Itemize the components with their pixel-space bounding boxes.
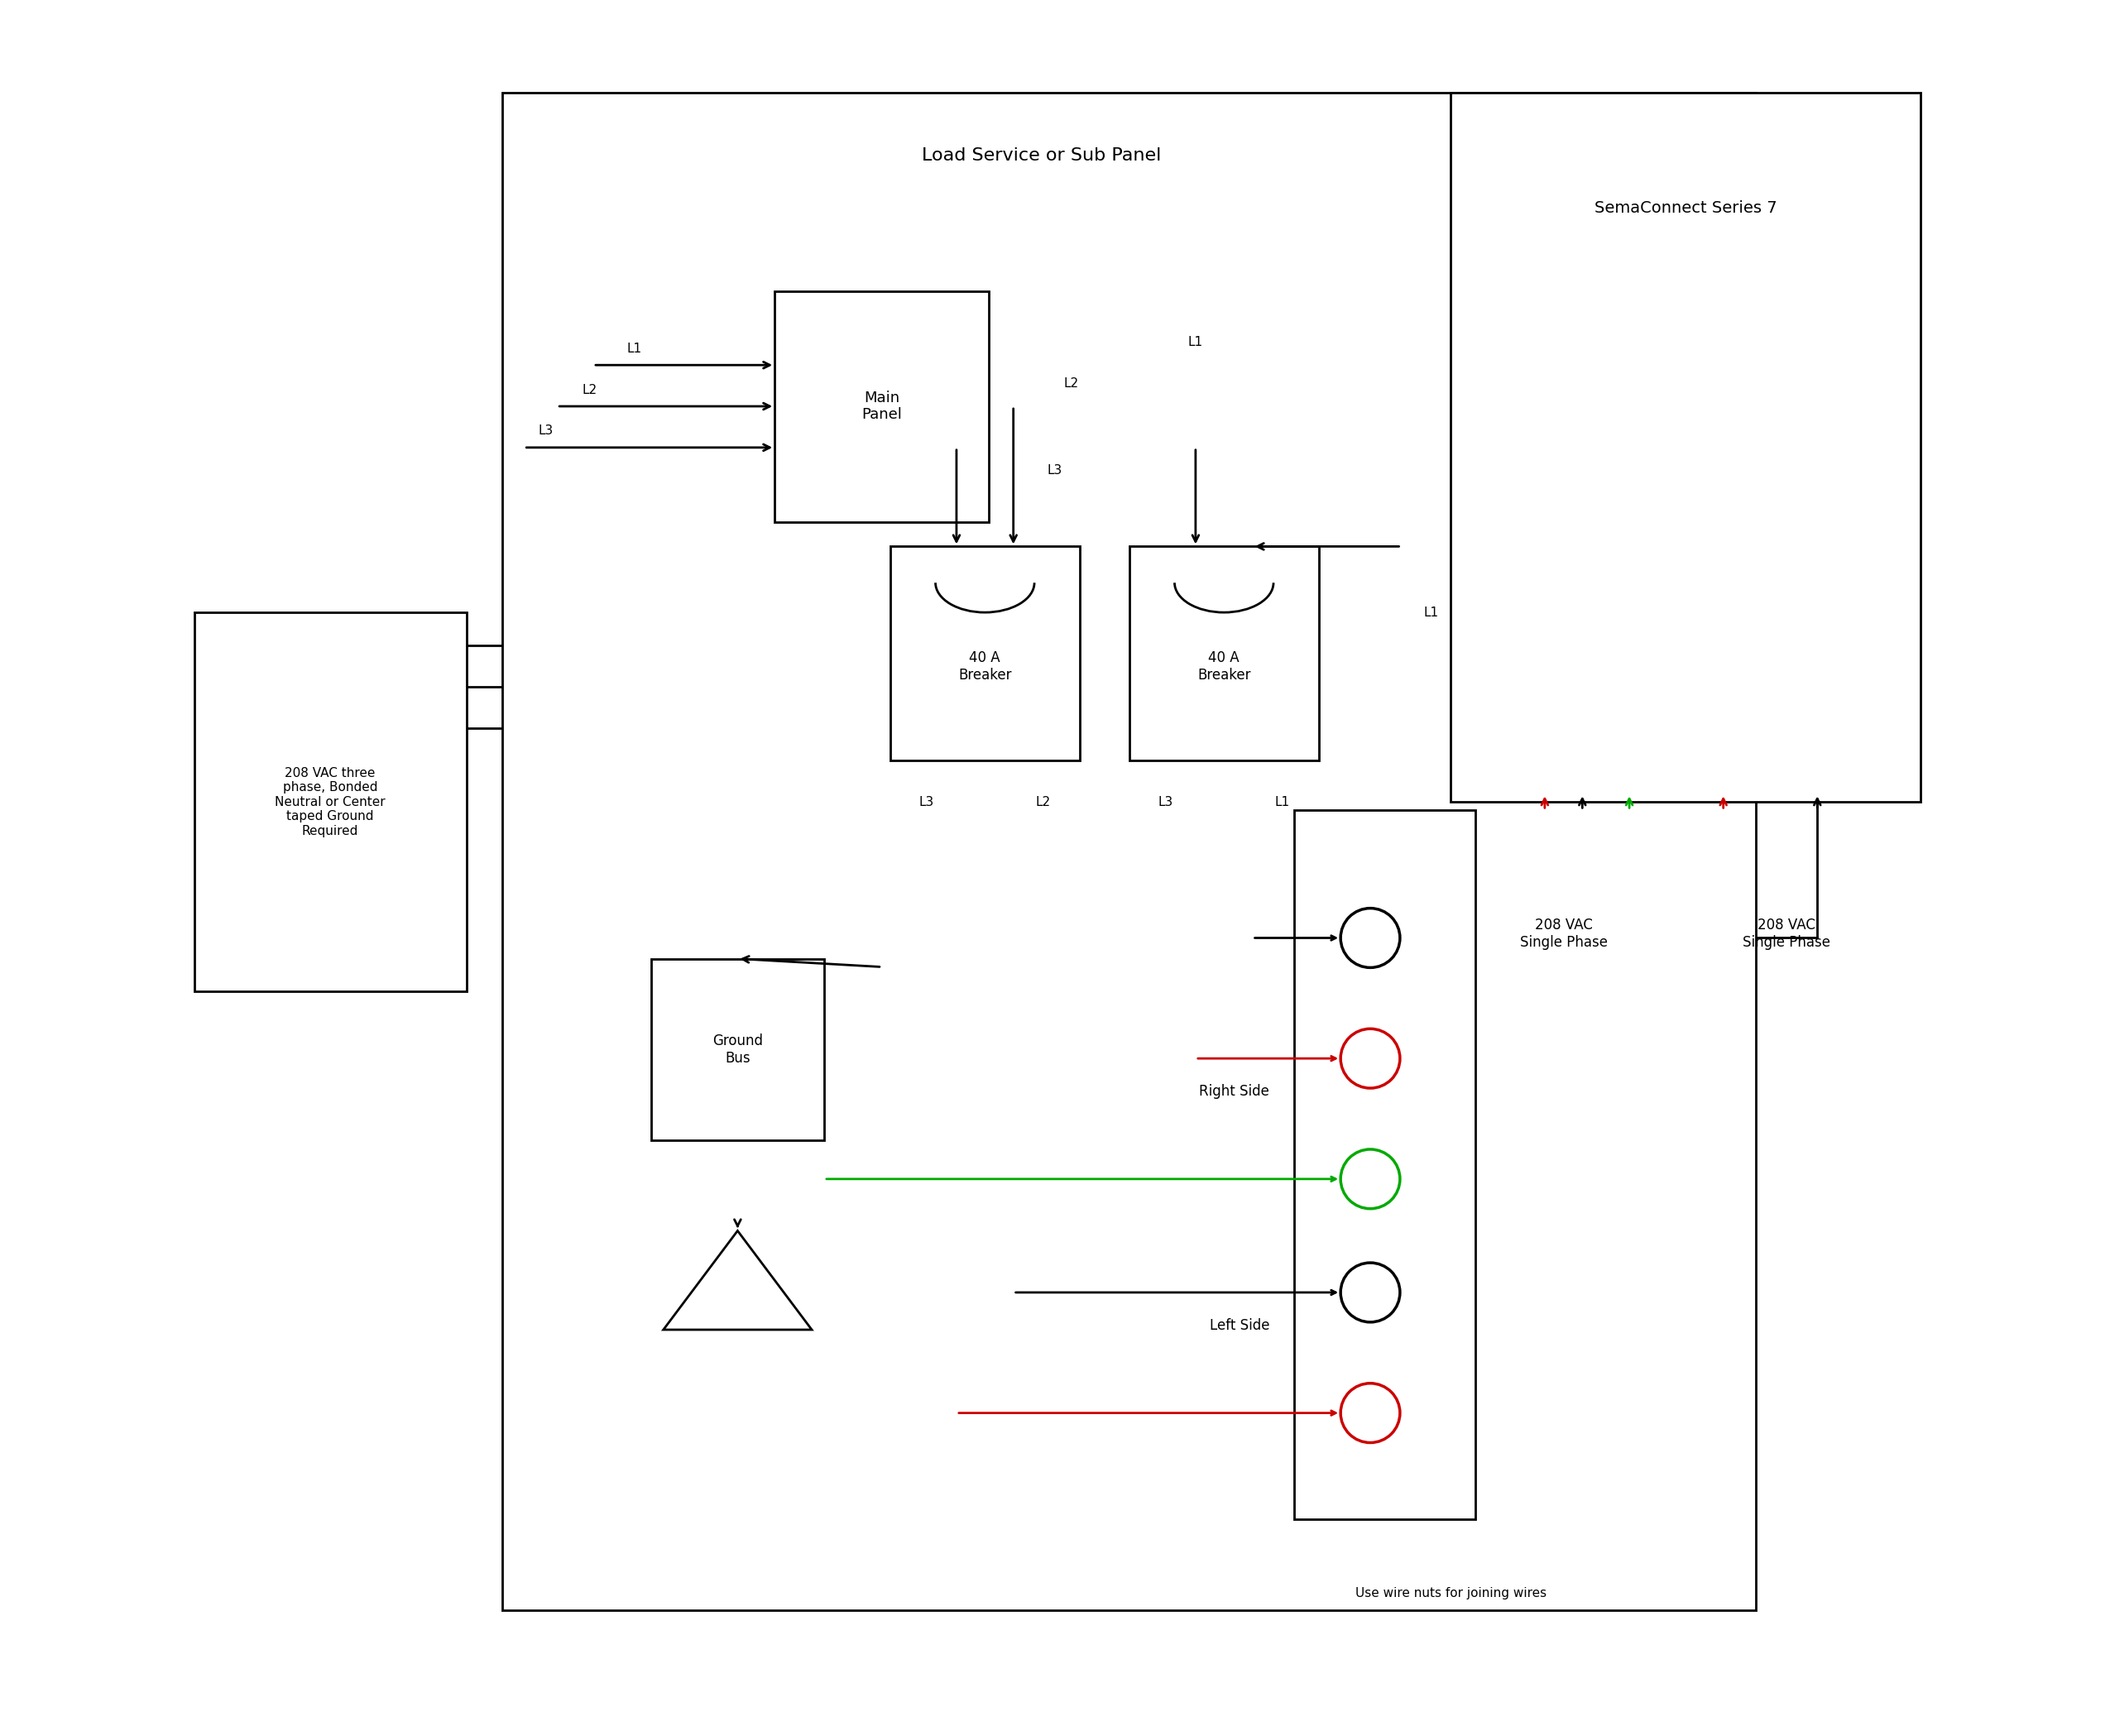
Bar [1129,547,1319,760]
Bar [194,613,466,991]
Text: SemaConnect Series 7: SemaConnect Series 7 [1595,201,1777,217]
Text: L3: L3 [1158,795,1173,809]
Circle shape [1340,1149,1399,1208]
Text: Use wire nuts for joining wires: Use wire nuts for joining wires [1355,1587,1547,1601]
Text: Load Service or Sub Panel: Load Service or Sub Panel [922,148,1160,163]
Text: 208 VAC
Single Phase: 208 VAC Single Phase [1519,918,1608,950]
Text: L1: L1 [1274,795,1289,809]
Text: 40 A
Breaker: 40 A Breaker [958,651,1011,682]
Circle shape [1340,908,1399,967]
Bar [774,292,990,523]
Text: 208 VAC three
phase, Bonded
Neutral or Center
taped Ground
Required: 208 VAC three phase, Bonded Neutral or C… [274,767,386,837]
Bar [1452,94,1920,802]
Bar [652,958,825,1141]
Text: L1: L1 [1188,335,1203,349]
Text: 208 VAC
Single Phase: 208 VAC Single Phase [1743,918,1831,950]
Text: L3: L3 [538,425,553,437]
Circle shape [1340,1384,1399,1443]
Text: L2: L2 [1063,377,1078,389]
Text: 40 A
Breaker: 40 A Breaker [1196,651,1251,682]
Text: Left Side: Left Side [1209,1318,1270,1333]
Text: L3: L3 [1047,465,1063,477]
Bar [502,94,1756,1609]
Text: L1: L1 [1424,606,1439,618]
Circle shape [1340,1029,1399,1088]
Text: L1: L1 [627,342,641,354]
Text: Ground
Bus: Ground Bus [713,1033,764,1066]
Text: L2: L2 [582,384,597,396]
Text: Right Side: Right Side [1198,1083,1270,1099]
Text: L3: L3 [920,795,935,809]
Text: L2: L2 [1036,795,1051,809]
Bar [890,547,1080,760]
Bar [1293,811,1475,1519]
Text: Main
Panel: Main Panel [861,391,903,422]
Circle shape [1340,1262,1399,1323]
